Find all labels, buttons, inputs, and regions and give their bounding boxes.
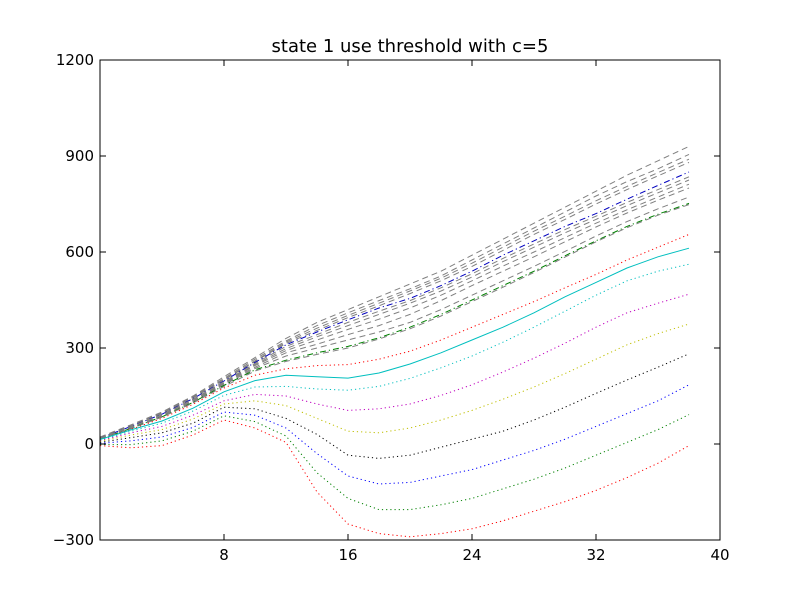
series-line-11	[100, 202, 690, 440]
plot-frame	[99, 59, 721, 541]
x-tick-label: 8	[219, 546, 229, 564]
y-tick-label: −300	[53, 531, 94, 549]
series-line-6	[100, 176, 690, 439]
y-tick-label: 1200	[56, 51, 94, 69]
series-line-18	[100, 353, 690, 459]
axis-layer: 8 16 24 32 40 −300 0 300 600 900 1200	[53, 51, 730, 564]
chart-title: state 1 use threshold with c=5	[272, 36, 549, 57]
series-line-17	[100, 323, 690, 442]
series-line-7	[100, 179, 690, 440]
series-line-15	[100, 263, 690, 441]
series-line-8	[100, 183, 690, 440]
series-line-4	[100, 161, 690, 439]
series-line-13	[100, 233, 690, 440]
series-line-9	[100, 187, 690, 440]
series-line-1	[100, 145, 690, 438]
y-tick-label: 0	[84, 435, 94, 453]
series-line-3	[100, 158, 690, 439]
x-tick-label: 24	[462, 546, 481, 564]
series-line-10	[100, 196, 690, 440]
x-tick-label: 32	[586, 546, 605, 564]
x-tick-label: 40	[710, 546, 729, 564]
series-line-16	[100, 293, 690, 442]
x-tick-label: 16	[338, 546, 357, 564]
series-layer	[100, 145, 690, 538]
y-tick-label: 900	[65, 147, 94, 165]
series-line-12	[100, 204, 690, 440]
series-line-21	[100, 419, 690, 538]
series-line-20	[100, 414, 690, 511]
y-tick-label: 600	[65, 243, 94, 261]
y-tick-label: 300	[65, 339, 94, 357]
series-line-5	[100, 171, 690, 439]
series-line-14	[100, 247, 690, 440]
series-line-19	[100, 384, 690, 485]
series-line-2	[100, 153, 690, 439]
